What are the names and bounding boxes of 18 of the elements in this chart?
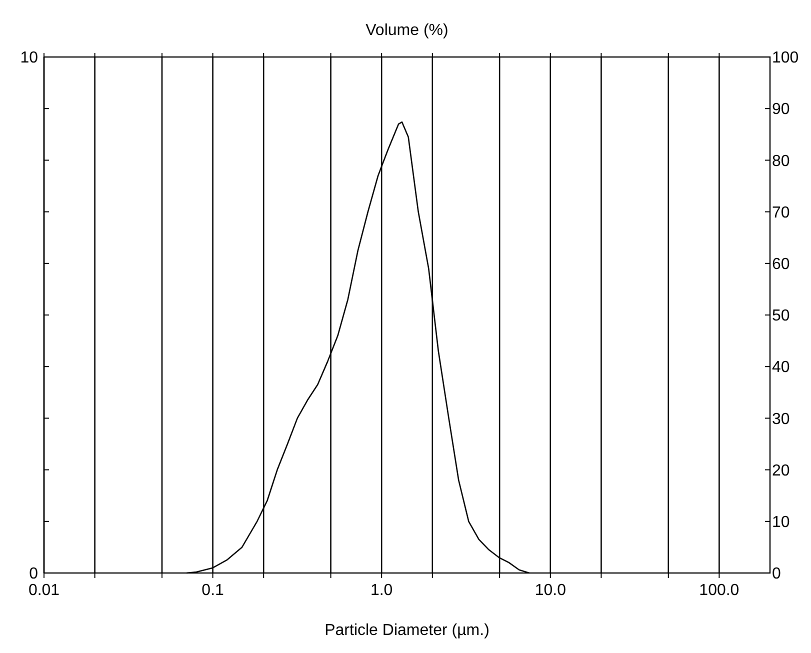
x-axis-title: Particle Diameter (µm.): [324, 622, 490, 639]
x-tick-label: 0.1: [202, 582, 224, 599]
y2-tick-label: 80: [772, 152, 790, 170]
y2-tick-label: 10: [772, 514, 790, 531]
y2-tick-label: 50: [772, 308, 790, 325]
y2-tick-label: 100: [772, 50, 799, 67]
y-axis-title: Volume (%): [366, 22, 448, 39]
y2-tick-label: 60: [772, 256, 790, 273]
x-tick-label: 1.0: [370, 582, 393, 599]
x-tick-label: 100.0: [699, 582, 740, 599]
y2-tick-label: 20: [772, 462, 790, 480]
y2-tick-label: 0: [772, 566, 781, 583]
y2-tick-label: 90: [772, 101, 790, 118]
x-tick-label: 10.0: [534, 582, 566, 599]
y2-tick-label: 40: [772, 359, 790, 376]
y2-tick-label: 70: [772, 204, 790, 222]
y2-tick-label: 30: [772, 410, 790, 428]
x-tick-label: 0.01: [28, 582, 60, 599]
